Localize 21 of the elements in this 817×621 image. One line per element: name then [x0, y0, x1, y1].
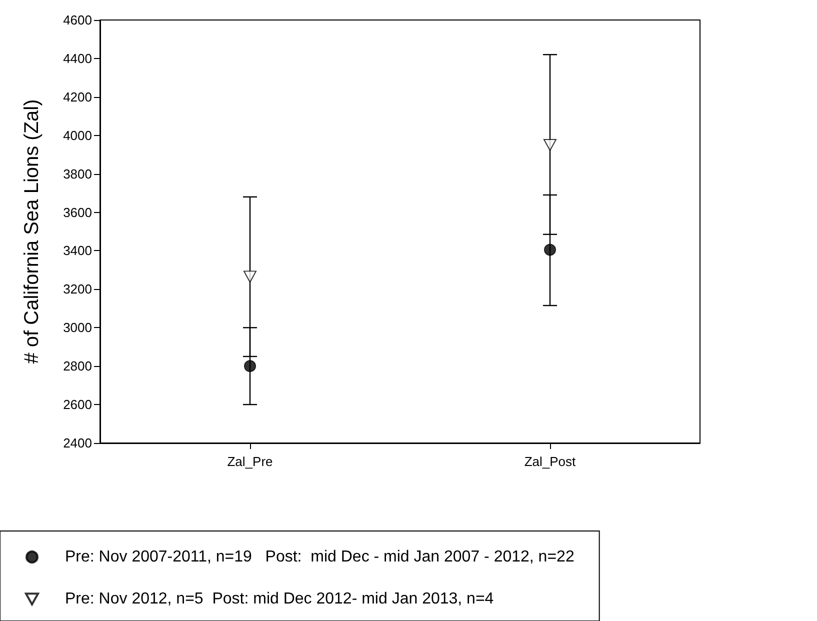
y-tick-label: 2400	[63, 436, 92, 450]
point	[544, 244, 556, 256]
y-tick-label: 4000	[63, 128, 92, 143]
y-axis-title: # of California Sea Lions (Zal)	[21, 99, 43, 364]
legend-label: Pre: Nov 2007-2011, n=19 Post: mid Dec - mid Jan 2007 - 2012, n=22	[65, 548, 574, 566]
y-tick-label: 4200	[63, 89, 92, 104]
y-tick-label: 3000	[63, 320, 92, 336]
y-tick-label: 3200	[63, 282, 92, 297]
point	[244, 360, 256, 372]
point	[244, 270, 256, 283]
x-tick-label: Zal_Pre	[227, 454, 273, 469]
legend-label: Pre: Nov 2012, n=5 Post: mid Dec 2012- mid Jan 2013, n=4	[65, 590, 494, 608]
y-tick-label: 2600	[63, 397, 92, 412]
y-tick-label: 3800	[63, 166, 92, 182]
y-tick-label: 4600	[63, 12, 92, 28]
y-tick-label: 4400	[63, 50, 92, 66]
y-tick-label: 3400	[63, 243, 92, 258]
x-tick-label: Zal_Post	[524, 454, 576, 469]
y-tick-label: 2800	[63, 358, 92, 374]
point	[544, 138, 556, 151]
y-tick-label: 3600	[63, 204, 92, 220]
